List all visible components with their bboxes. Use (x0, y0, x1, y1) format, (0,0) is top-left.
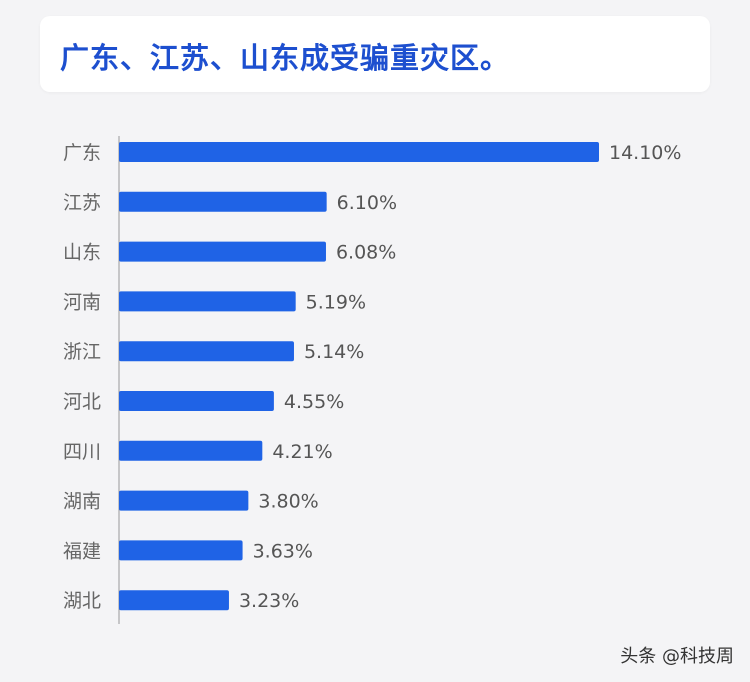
bar (119, 540, 243, 561)
value-label: 3.80% (258, 491, 318, 513)
bar (119, 241, 326, 262)
category-label: 浙江 (63, 341, 101, 363)
category-label: 湖南 (63, 491, 101, 513)
value-label: 4.55% (284, 391, 344, 413)
bar (119, 291, 296, 312)
category-label: 山东 (63, 242, 101, 264)
bar (119, 590, 229, 611)
category-label: 江苏 (63, 192, 101, 214)
chart-title: 广东、江苏、山东成受骗重灾区。 (60, 41, 511, 75)
bar (119, 391, 274, 411)
bar (119, 142, 599, 162)
value-label: 3.63% (253, 540, 313, 562)
category-label: 福建 (63, 540, 101, 562)
title-card: 广东、江苏、山东成受骗重灾区。 (40, 16, 710, 92)
bar (119, 490, 249, 511)
bar (119, 191, 327, 212)
bar (119, 440, 263, 461)
category-label: 河南 (63, 291, 101, 313)
value-label: 6.10% (337, 192, 397, 214)
value-label: 5.14% (304, 341, 364, 363)
category-label: 河北 (63, 391, 101, 413)
value-label: 5.19% (306, 291, 366, 313)
watermark: 头条 @科技周 (620, 646, 734, 667)
category-label: 湖北 (63, 590, 101, 612)
value-label: 4.21% (272, 441, 332, 463)
value-label: 14.10% (609, 142, 681, 164)
bar (119, 341, 294, 362)
category-label: 广东 (63, 142, 101, 164)
value-label: 6.08% (336, 242, 396, 264)
category-label: 四川 (63, 441, 101, 463)
value-label: 3.23% (239, 590, 299, 612)
